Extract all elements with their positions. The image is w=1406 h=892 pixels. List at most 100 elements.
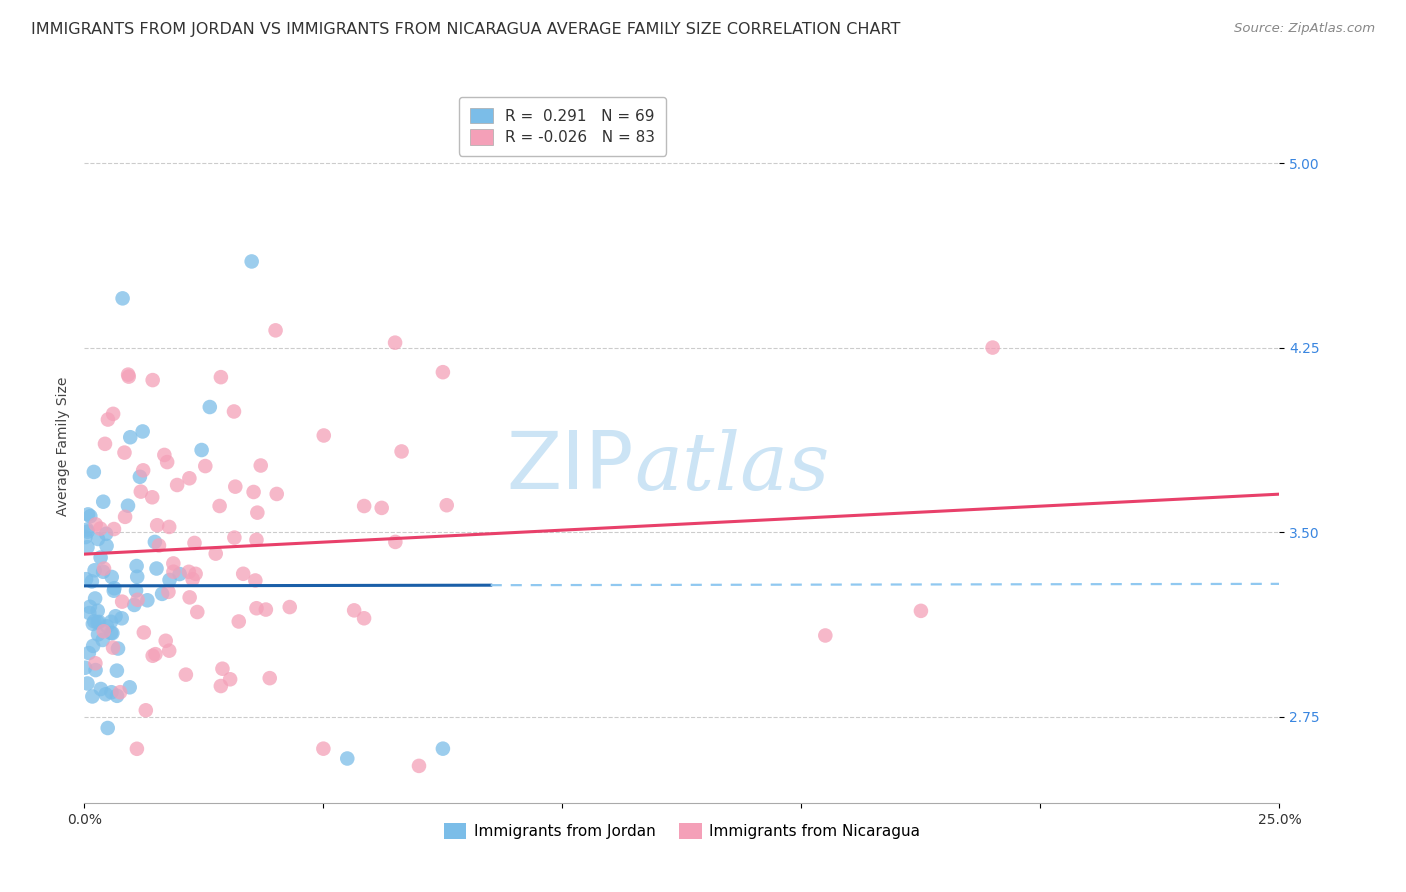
Point <box>184 566 207 581</box>
Point <box>76 676 98 690</box>
Point <box>162 557 184 571</box>
Point <box>114 509 136 524</box>
Point <box>153 448 176 462</box>
Point <box>157 585 180 599</box>
Point <box>91 632 114 647</box>
Point <box>103 522 125 536</box>
Point <box>89 522 111 536</box>
Point <box>76 524 98 539</box>
Point <box>108 685 131 699</box>
Text: Source: ZipAtlas.com: Source: ZipAtlas.com <box>1234 22 1375 36</box>
Point <box>87 627 110 641</box>
Point <box>101 626 124 640</box>
Point <box>174 667 197 681</box>
Point <box>336 751 359 765</box>
Point <box>186 605 208 619</box>
Point <box>142 373 165 387</box>
Point <box>136 593 159 607</box>
Point <box>143 535 166 549</box>
Point <box>83 563 105 577</box>
Point <box>181 572 204 586</box>
Point <box>190 443 212 458</box>
Point <box>104 609 127 624</box>
Point <box>83 465 105 479</box>
Point <box>249 458 271 473</box>
Point <box>80 574 103 589</box>
Point <box>981 341 1004 355</box>
Point <box>100 626 122 640</box>
Point <box>100 615 122 629</box>
Y-axis label: Average Family Size: Average Family Size <box>56 376 70 516</box>
Point <box>96 619 118 633</box>
Point <box>232 566 254 581</box>
Point <box>141 490 163 504</box>
Point <box>194 459 217 474</box>
Point <box>343 603 366 617</box>
Point <box>79 509 101 524</box>
Point <box>198 400 221 414</box>
Point <box>79 606 101 620</box>
Point <box>111 594 134 608</box>
Point <box>177 565 200 579</box>
Point <box>266 487 288 501</box>
Point <box>129 484 152 499</box>
Point <box>105 664 128 678</box>
Point <box>209 679 232 693</box>
Point <box>91 494 114 508</box>
Point <box>90 550 112 565</box>
Point <box>125 741 148 756</box>
Point <box>94 687 117 701</box>
Point <box>146 518 169 533</box>
Point <box>103 583 125 598</box>
Point <box>93 624 115 639</box>
Point <box>90 681 112 696</box>
Point <box>224 480 246 494</box>
Point <box>254 602 277 616</box>
Point <box>101 407 124 421</box>
Point <box>82 616 104 631</box>
Point <box>179 591 201 605</box>
Point <box>135 703 157 717</box>
Legend: Immigrants from Jordan, Immigrants from Nicaragua: Immigrants from Jordan, Immigrants from … <box>437 817 927 845</box>
Point <box>73 661 96 675</box>
Point <box>127 570 149 584</box>
Point <box>118 369 141 384</box>
Point <box>97 412 120 426</box>
Point <box>169 567 191 582</box>
Point <box>76 540 98 554</box>
Point <box>79 599 101 614</box>
Point <box>204 547 226 561</box>
Point <box>142 648 165 663</box>
Point <box>242 485 264 500</box>
Point <box>94 437 117 451</box>
Point <box>353 499 375 513</box>
Point <box>131 425 153 439</box>
Point <box>432 365 454 379</box>
Point <box>96 539 118 553</box>
Point <box>111 611 134 625</box>
Point <box>150 587 173 601</box>
Point <box>86 615 108 630</box>
Point <box>117 499 139 513</box>
Point <box>432 741 454 756</box>
Point <box>224 531 246 545</box>
Point <box>83 615 105 629</box>
Point <box>97 721 120 735</box>
Point <box>103 581 125 595</box>
Point <box>166 478 188 492</box>
Point <box>312 428 335 442</box>
Point <box>84 517 107 532</box>
Point <box>240 254 263 268</box>
Text: atlas: atlas <box>634 429 830 506</box>
Point <box>208 499 231 513</box>
Point <box>127 592 149 607</box>
Point <box>245 601 267 615</box>
Point <box>132 463 155 477</box>
Point <box>245 574 267 588</box>
Point <box>246 506 269 520</box>
Point <box>157 643 180 657</box>
Point <box>156 455 179 469</box>
Point <box>118 681 141 695</box>
Point <box>384 335 406 350</box>
Point <box>128 470 150 484</box>
